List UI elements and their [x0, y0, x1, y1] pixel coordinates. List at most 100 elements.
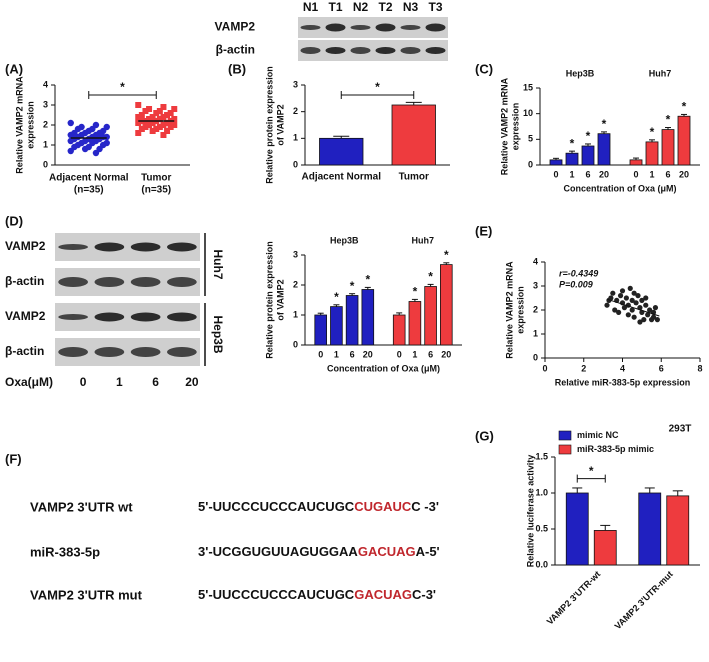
data-point — [153, 126, 160, 132]
blot-band — [350, 47, 371, 54]
data-point — [142, 124, 149, 130]
x-tick-label: 2 — [581, 363, 586, 373]
data-point — [612, 307, 618, 313]
data-point — [81, 145, 89, 153]
lane-label: N1 — [303, 0, 319, 14]
chart-title: 293T — [669, 424, 692, 435]
y-axis-label: expression — [515, 286, 525, 334]
y-tick-label: 5 — [528, 134, 533, 144]
data-point — [629, 297, 635, 303]
sequence: 3'-UCGGUGUUAGUGGAAGACUAGA-5' — [198, 544, 440, 559]
x-axis-label: Concentration of Oxa (μM) — [563, 183, 676, 193]
data-point — [643, 295, 649, 301]
x-tick-label: 1 — [334, 349, 339, 359]
data-point — [643, 302, 649, 308]
y-tick-label: 1 — [293, 309, 298, 319]
blot-band — [130, 242, 161, 252]
blot-band — [130, 277, 161, 287]
legend-swatch — [558, 444, 572, 455]
significance-label: * — [602, 117, 607, 131]
panel-label: (C) — [475, 61, 493, 76]
bar — [314, 314, 327, 346]
significance-label: * — [586, 129, 591, 143]
y-tick-label: 1 — [43, 139, 48, 149]
x-tick-label: 6 — [659, 363, 664, 373]
significance-label: * — [365, 273, 370, 287]
y-tick-label: 3 — [293, 249, 298, 259]
data-point — [67, 119, 74, 127]
data-point — [156, 108, 163, 114]
significance-label: * — [375, 80, 380, 94]
bar — [440, 264, 453, 346]
blot-band — [94, 277, 125, 287]
group-label: Hep3B — [566, 68, 595, 78]
blot-row-label: β-actin — [5, 274, 44, 288]
blot-background — [298, 17, 448, 38]
y-tick-label: 0 — [43, 159, 48, 169]
sequence-part: C-3' — [412, 587, 436, 602]
blot-band — [167, 277, 197, 287]
data-point — [167, 124, 174, 130]
data-point — [135, 102, 142, 108]
x-tick-label: 0 — [542, 363, 547, 373]
data-point — [623, 295, 629, 301]
data-point — [149, 128, 156, 134]
bar — [645, 141, 659, 166]
data-point — [156, 116, 163, 122]
sequence: 5'-UUCCCUCCCAUCUGCGACUAGC-3' — [198, 587, 436, 602]
data-point — [135, 120, 142, 126]
bar — [677, 115, 691, 166]
lane-label: T2 — [378, 0, 392, 14]
blot-band — [167, 347, 197, 357]
bar — [549, 159, 563, 166]
lane-label: N3 — [403, 0, 419, 14]
panel-label: (F) — [5, 451, 22, 466]
data-point — [647, 307, 653, 313]
data-point — [610, 290, 616, 296]
data-point — [160, 132, 167, 138]
blot-band — [94, 347, 125, 357]
blot-band — [130, 347, 161, 357]
blot-row-label: VAMP2 — [215, 20, 256, 34]
x-tick-label: 0 — [553, 169, 558, 179]
data-point — [635, 293, 641, 299]
data-point — [650, 314, 657, 320]
blot-group-label: Hep3B — [211, 315, 225, 353]
sequence-part: 3'-UCGGUGUUAGUGGAA — [198, 544, 358, 559]
sequence-part: C -3' — [411, 499, 439, 514]
bar — [391, 104, 436, 166]
blot-band — [400, 47, 421, 54]
blot-band — [350, 25, 371, 30]
blot-band — [425, 23, 446, 32]
sequence-part: CUGAUC — [354, 499, 412, 514]
x-axis-label: Concentration of Oxa (μM) — [327, 363, 440, 373]
blot-row-label: VAMP2 — [5, 239, 46, 253]
sequence-part: 5'-UUCCCUCCCAUCUGC — [198, 499, 355, 514]
bar — [666, 495, 690, 566]
data-point — [138, 126, 145, 132]
blot-band — [130, 312, 161, 322]
blot-band — [167, 242, 197, 252]
y-tick-label: 4 — [43, 79, 48, 89]
blot-band — [400, 25, 421, 30]
data-point — [171, 106, 178, 112]
data-point — [631, 314, 637, 320]
annotation: P=0.009 — [559, 279, 593, 289]
x-tick-label: 6 — [585, 169, 590, 179]
data-point — [156, 124, 163, 130]
x-tick-label: 4 — [620, 363, 625, 373]
significance-label: * — [428, 270, 433, 284]
data-point — [142, 108, 149, 114]
sequence-part: GACUAG — [358, 544, 416, 559]
y-axis-label: Relative VAMP2 mRNA — [14, 76, 24, 174]
data-point — [160, 104, 167, 110]
legend-label: mimic NC — [577, 430, 619, 440]
x-tick-label: 1 — [569, 169, 574, 179]
blot-band — [94, 312, 125, 322]
x-tick-sublabel: (n=35) — [74, 185, 104, 196]
data-point — [164, 128, 171, 134]
y-axis-label: expression — [510, 103, 520, 151]
lane-label: T3 — [428, 0, 442, 14]
data-point — [146, 116, 153, 122]
